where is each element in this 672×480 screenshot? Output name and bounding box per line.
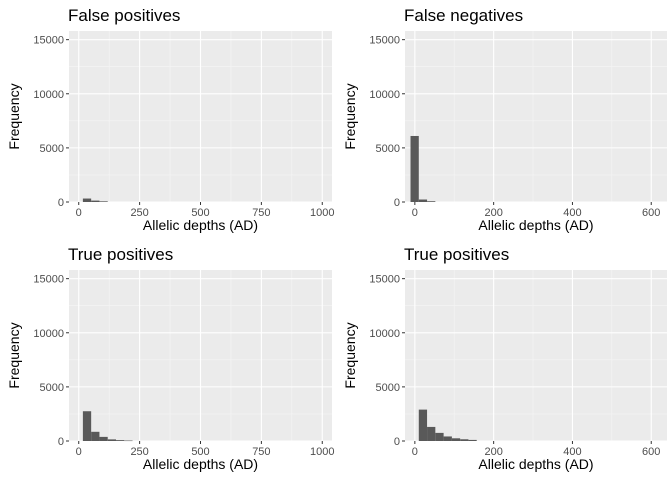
histogram-bar bbox=[107, 439, 116, 441]
x-tick-label: 0 bbox=[76, 446, 82, 458]
x-tick-label: 250 bbox=[130, 207, 148, 219]
y-axis-title: Frequency bbox=[342, 322, 358, 388]
x-tick-label: 400 bbox=[563, 207, 581, 219]
y-axis-title: Frequency bbox=[342, 83, 358, 149]
y-tick-label: 0 bbox=[58, 197, 64, 209]
y-tick-label: 15000 bbox=[33, 35, 64, 47]
panel-1: 0 5000 10000 15000 0 200 400 600 False negatives… bbox=[342, 6, 667, 233]
x-axis-title: Allelic depths (AD) bbox=[478, 217, 593, 233]
histogram-bar bbox=[82, 198, 92, 202]
histogram-bar bbox=[435, 432, 444, 441]
histogram-bar bbox=[451, 438, 461, 441]
histogram-bar bbox=[115, 440, 125, 441]
x-axis-title: Allelic depths (AD) bbox=[143, 456, 258, 472]
x-tick-label: 500 bbox=[191, 207, 209, 219]
x-tick-label: 500 bbox=[191, 446, 209, 458]
histogram-bar bbox=[460, 439, 469, 441]
y-tick-label: 5000 bbox=[40, 143, 64, 155]
y-tick-label: 10000 bbox=[369, 328, 400, 340]
y-tick-label: 10000 bbox=[369, 89, 400, 101]
panel-2: 0 5000 10000 15000 0 250 500 750 1000 True positi… bbox=[6, 245, 335, 472]
panel-title: True positives bbox=[68, 245, 173, 264]
y-axis-title: Frequency bbox=[6, 83, 22, 149]
x-tick-label: 750 bbox=[252, 207, 270, 219]
panel-3: 0 5000 10000 15000 0 200 400 600 True positives A… bbox=[342, 245, 667, 472]
x-tick-label: 1000 bbox=[310, 207, 334, 219]
histogram-bar bbox=[427, 426, 436, 441]
histogram-bar bbox=[418, 409, 428, 441]
y-tick-label: 0 bbox=[394, 197, 400, 209]
x-tick-label: 400 bbox=[563, 446, 581, 458]
panel-background bbox=[405, 31, 667, 202]
panel-0: 0 5000 10000 15000 0 250 500 750 1000 False posit… bbox=[6, 6, 335, 233]
histogram-bar bbox=[418, 199, 428, 202]
histogram-bar bbox=[82, 411, 92, 441]
y-tick-label: 10000 bbox=[33, 328, 64, 340]
x-tick-label: 0 bbox=[412, 207, 418, 219]
y-tick-label: 0 bbox=[58, 436, 64, 448]
histogram-bar bbox=[410, 135, 419, 202]
x-tick-label: 200 bbox=[484, 446, 502, 458]
y-axis-title: Frequency bbox=[6, 322, 22, 388]
x-tick-label: 0 bbox=[76, 207, 82, 219]
y-tick-label: 10000 bbox=[33, 89, 64, 101]
histogram-bar bbox=[468, 439, 477, 441]
x-axis-title: Allelic depths (AD) bbox=[143, 217, 258, 233]
histogram-bar bbox=[99, 201, 108, 202]
x-tick-label: 600 bbox=[642, 207, 660, 219]
y-tick-label: 15000 bbox=[369, 274, 400, 286]
histogram-bar bbox=[427, 201, 436, 202]
y-tick-label: 5000 bbox=[40, 382, 64, 394]
x-tick-label: 750 bbox=[252, 446, 270, 458]
y-tick-label: 15000 bbox=[369, 35, 400, 47]
y-tick-label: 0 bbox=[394, 436, 400, 448]
x-tick-label: 200 bbox=[484, 207, 502, 219]
y-tick-label: 5000 bbox=[376, 382, 400, 394]
x-tick-label: 1000 bbox=[310, 446, 334, 458]
histogram-bar bbox=[443, 436, 452, 441]
panel-title: True positives bbox=[404, 245, 509, 264]
panel-title: False negatives bbox=[404, 6, 523, 25]
y-tick-label: 15000 bbox=[33, 274, 64, 286]
histogram-bar bbox=[91, 200, 100, 202]
x-tick-label: 600 bbox=[642, 446, 660, 458]
histogram-bar bbox=[91, 431, 100, 441]
y-tick-label: 5000 bbox=[376, 143, 400, 155]
x-axis-title: Allelic depths (AD) bbox=[478, 456, 593, 472]
histogram-bar bbox=[124, 440, 133, 442]
x-tick-label: 250 bbox=[130, 446, 148, 458]
x-tick-label: 0 bbox=[412, 446, 418, 458]
panel-background bbox=[405, 270, 667, 441]
panel-title: False positives bbox=[68, 6, 180, 25]
histogram-bar bbox=[99, 436, 108, 441]
